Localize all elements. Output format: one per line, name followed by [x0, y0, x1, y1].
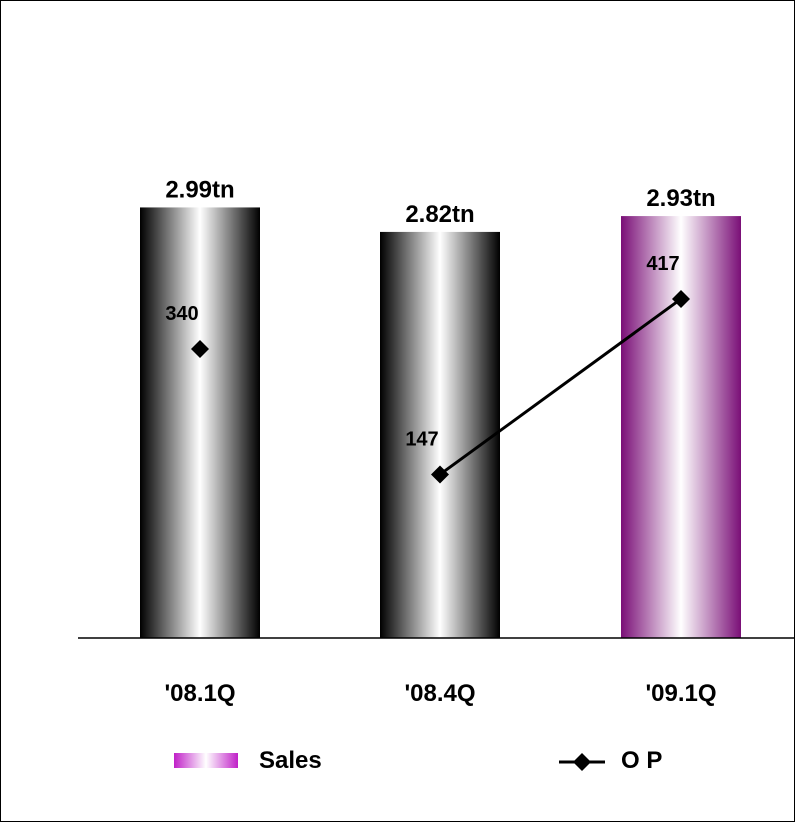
- op-value-label: 340: [165, 303, 198, 325]
- legend-sales-swatch: [174, 753, 238, 768]
- legend: Sales O P: [174, 747, 662, 774]
- op-point-marker: [431, 465, 449, 484]
- op-value-label: 147: [405, 428, 438, 450]
- category-label: '08.1Q: [164, 680, 235, 707]
- category-label: '08.4Q: [404, 680, 475, 707]
- sales-bar: [380, 231, 500, 639]
- legend-op-label: O P: [621, 747, 662, 774]
- sales-bars: [140, 207, 741, 639]
- category-label: '09.1Q: [645, 680, 716, 707]
- sales-value-label: 2.99tn: [165, 176, 234, 203]
- op-line: [439, 297, 682, 476]
- sales-value-label: 2.93tn: [646, 185, 715, 212]
- sales-value-label: 2.82tn: [405, 201, 474, 228]
- sales-bar: [140, 207, 260, 638]
- op-point-marker: [672, 289, 690, 308]
- chart-labels: 2.99tn '08.1Q 2.82tn '08.4Q 2.93tn '09.1Q 340 1…: [164, 176, 716, 707]
- op-point-marker: [191, 340, 209, 358]
- legend-sales-label: Sales: [259, 747, 322, 774]
- legend-op-marker: [573, 753, 591, 771]
- sales-bar: [621, 216, 741, 638]
- op-line-series: [191, 289, 690, 484]
- op-value-label: 417: [646, 253, 679, 275]
